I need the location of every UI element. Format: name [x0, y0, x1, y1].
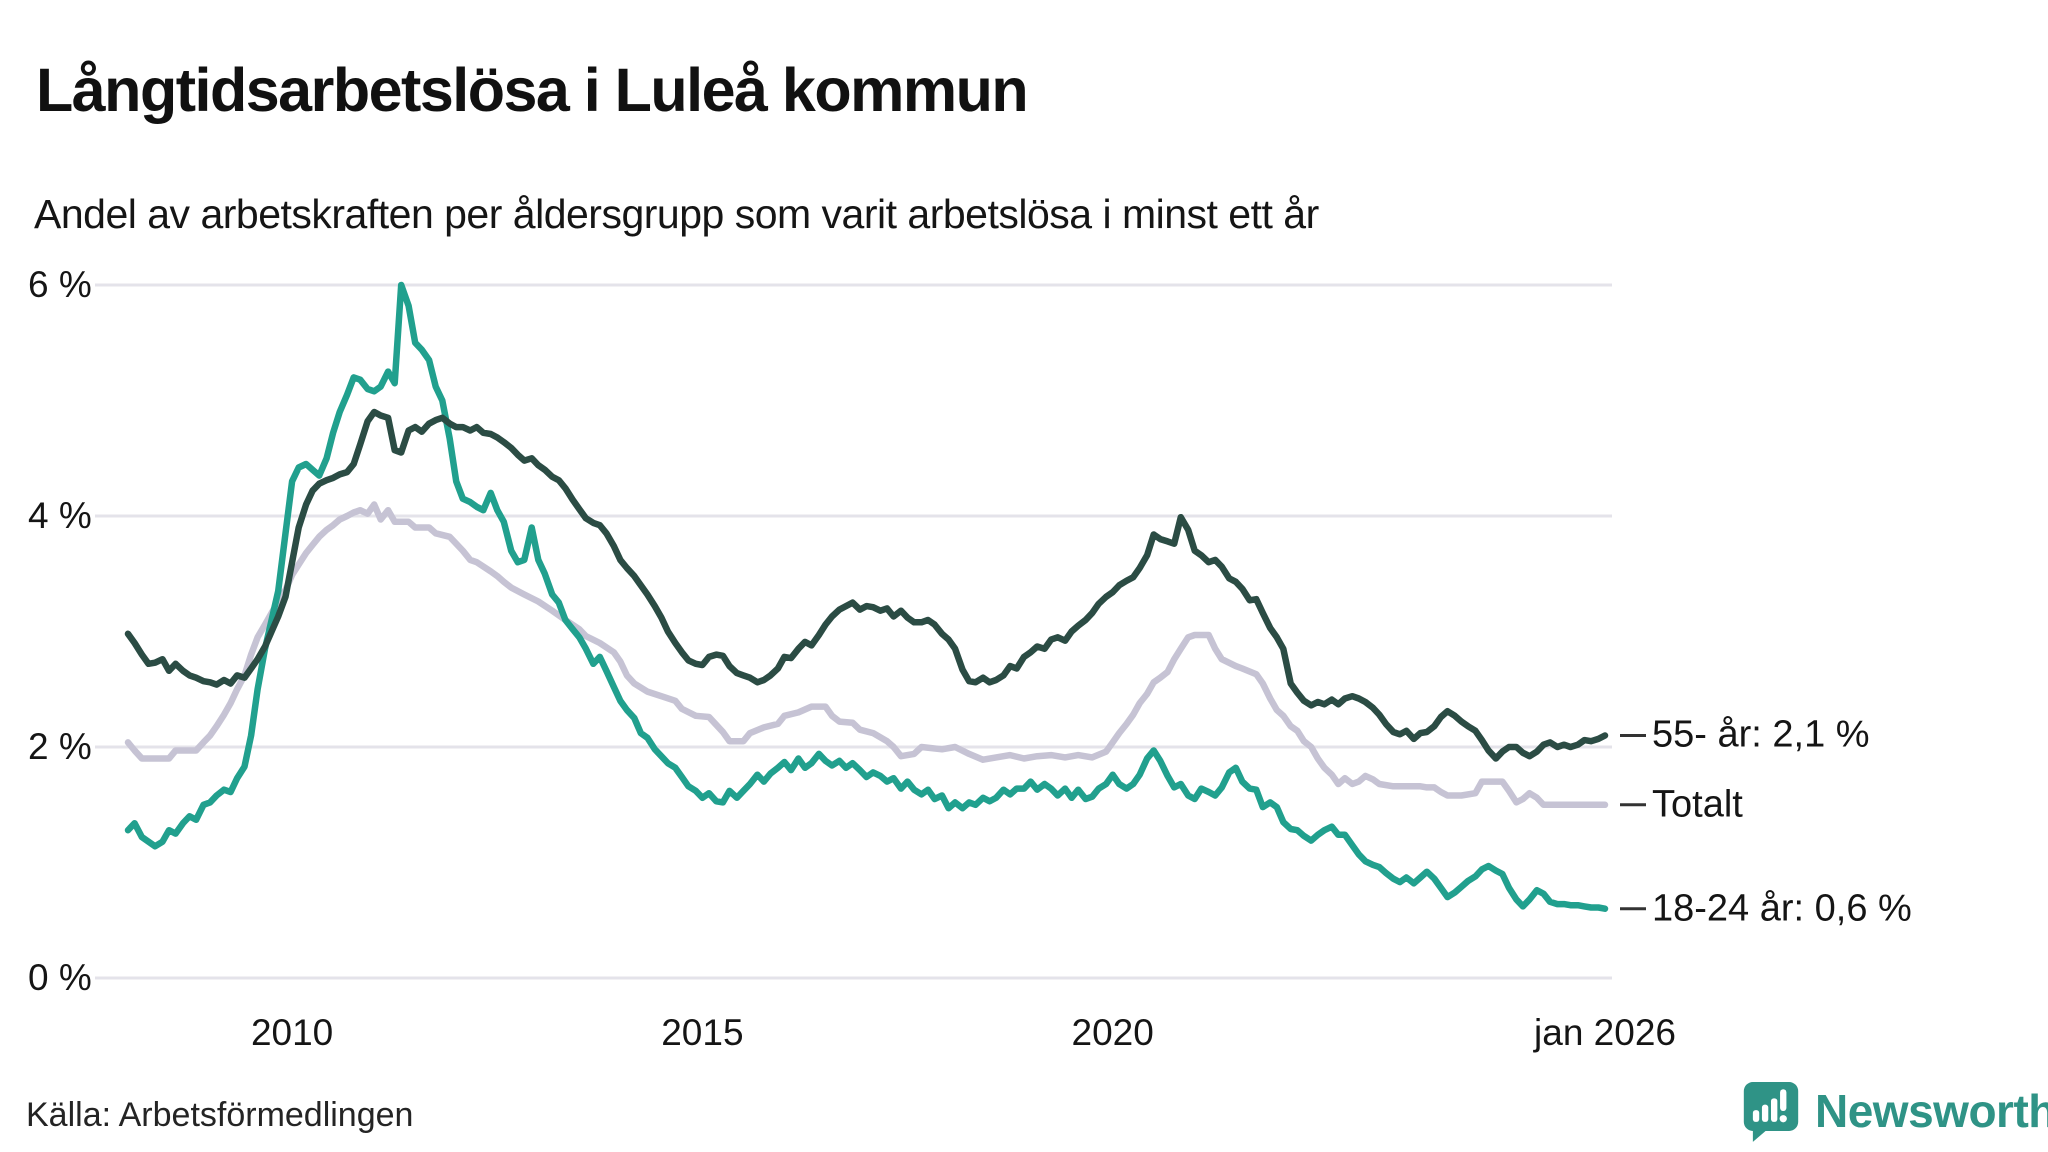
newsworthy-logo: Newsworthy	[1742, 1080, 2048, 1142]
series-line-18-24-r	[124, 281, 1609, 912]
source-note: Källa: Arbetsförmedlingen	[26, 1096, 414, 1134]
chart-subtitle: Andel av arbetskraften per åldersgrupp s…	[34, 191, 1319, 237]
x-axis-tick-2020: 2020	[1071, 1012, 1154, 1053]
end-label-55-r: 55- år: 2,1 %	[1652, 713, 1870, 756]
end-label-totalt: Totalt	[1652, 783, 1743, 826]
y-axis-tick-4pct: 4 %	[28, 495, 92, 536]
newsworthy-wordmark: Newsworthy	[1815, 1085, 2048, 1137]
y-axis-tick-2pct: 2 %	[28, 726, 92, 767]
x-axis-tick-2015: 2015	[661, 1012, 744, 1053]
page-title: Långtidsarbetslösa i Luleå kommun	[36, 55, 1029, 124]
x-axis-tick-jan-2026: jan 2026	[1534, 1012, 1676, 1053]
y-axis-tick-0pct: 0 %	[28, 957, 92, 998]
series-line-totalt	[124, 501, 1609, 809]
x-axis-tick-2010: 2010	[250, 1012, 334, 1053]
y-axis-tick-6pct: 6 %	[28, 264, 92, 305]
newsworthy-bubble-chart-icon	[1743, 1082, 1799, 1142]
series-line-55-r	[124, 408, 1609, 762]
end-label-18-24-r: 18-24 år: 0,6 %	[1652, 887, 1912, 930]
